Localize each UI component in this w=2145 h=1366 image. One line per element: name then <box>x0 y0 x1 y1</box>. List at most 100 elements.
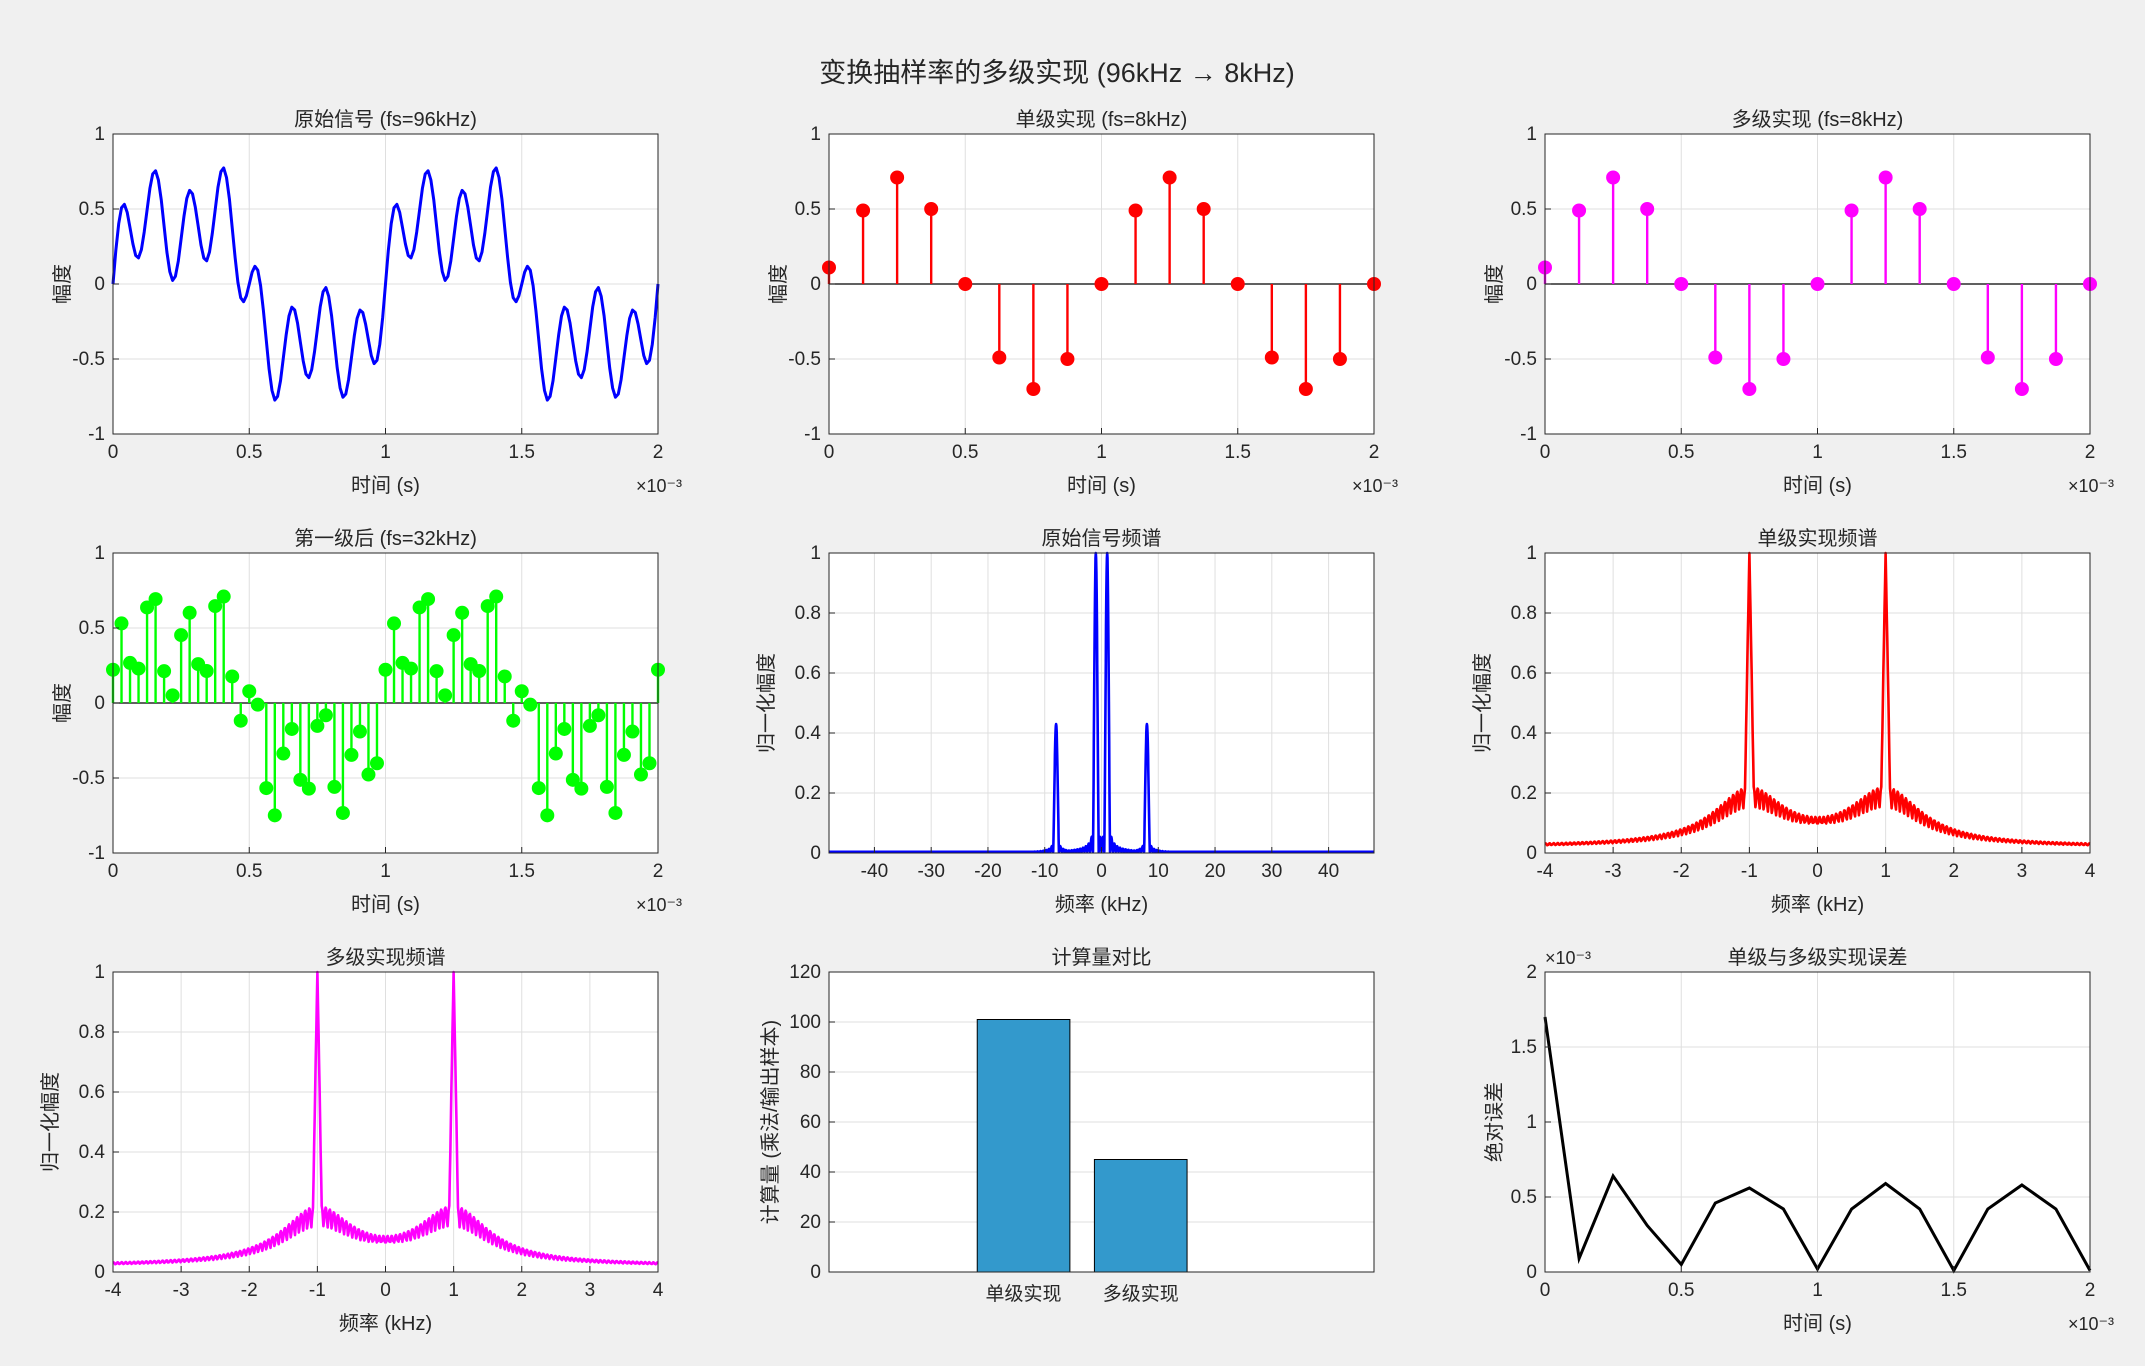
y-tick-label: 1 <box>94 124 105 145</box>
stem-marker <box>1674 277 1689 291</box>
x-tick-label: 1 <box>1812 1280 1823 1301</box>
y-tick-label: 1 <box>94 543 105 564</box>
stem-marker <box>514 684 529 699</box>
stem-marker <box>1298 382 1313 396</box>
x-tick-label: 2 <box>1948 861 1959 882</box>
stem-marker <box>352 724 367 739</box>
x-tick-label: 1.5 <box>1941 1280 1967 1301</box>
x-tick-label: 0 <box>108 442 119 463</box>
y-tick-label: -1 <box>88 843 105 864</box>
x-tick-label: 10 <box>1148 861 1169 882</box>
stem-marker <box>310 718 325 733</box>
stem-marker <box>1606 170 1621 185</box>
stem-marker <box>250 697 265 712</box>
y-tick-label: 0 <box>1526 274 1537 295</box>
y-tick-label: 1 <box>1526 1112 1537 1133</box>
x-tick-label: 0 <box>824 442 835 463</box>
chart-title: 第一级后 (fs=32kHz) <box>294 527 477 550</box>
stem-marker <box>225 669 240 684</box>
stem-marker <box>1742 382 1757 396</box>
x-tick-label: 1.5 <box>509 861 535 882</box>
x-tick-label: 2 <box>2085 442 2096 463</box>
stem-marker <box>497 669 512 684</box>
stem-marker <box>438 688 453 703</box>
x-tick-label: -3 <box>173 1280 190 1301</box>
y-exponent-label: ×10⁻³ <box>1545 948 1591 968</box>
stem-marker <box>335 805 350 820</box>
stem-marker <box>421 592 436 607</box>
stem-marker <box>625 724 640 739</box>
x-tick-label: 1 <box>448 1280 459 1301</box>
stem-marker <box>378 662 393 677</box>
stem-marker <box>608 805 623 820</box>
stem-marker <box>318 708 333 723</box>
stem-marker <box>327 779 342 794</box>
chart-2: 0 0.5 1 1.5 2 -1 -0.5 0 0.5 1 ×10⁻³ 单级实现 (fs=8kHz) 时… <box>767 108 1398 497</box>
x-exponent-label: ×10⁻³ <box>636 895 682 915</box>
y-tick-label: 0.4 <box>795 723 822 744</box>
x-tick-label: 0 <box>1540 442 1551 463</box>
stem-marker <box>1810 277 1825 291</box>
chart-1: 0 0.5 1 1.5 2 -1 -0.5 0 0.5 1 ×10⁻³ 原始信号 (fs=96kHz)… <box>51 108 682 497</box>
y-tick-label: -1 <box>88 424 105 445</box>
spectrum-line <box>112 970 659 1266</box>
stem-marker <box>369 756 384 771</box>
stem-marker <box>924 202 939 216</box>
y-axis-label: 归一化幅度 <box>39 1072 62 1172</box>
stem-marker <box>233 713 248 728</box>
stem-marker <box>540 808 555 823</box>
y-axis-label: 绝对误差 <box>1483 1082 1506 1162</box>
x-tick-label: -2 <box>241 1280 258 1301</box>
stem-marker <box>267 808 282 823</box>
bar <box>1093 1159 1188 1273</box>
chart-3: 0 0.5 1 1.5 2 -1 -0.5 0 0.5 1 ×10⁻³ 多级实现 (fs=8kHz) 时… <box>1483 108 2114 497</box>
y-tick-label: -1 <box>804 424 821 445</box>
chart-title: 单级与多级实现误差 <box>1728 946 1908 969</box>
stem-marker <box>259 781 274 796</box>
figure-title: 变换抽样率的多级实现 (96kHz → 8kHz) <box>819 58 1295 88</box>
x-axis-label: 时间 (s) <box>1783 474 1852 497</box>
x-tick-label: 0 <box>108 861 119 882</box>
stem-marker <box>480 599 495 614</box>
x-tick-label: -30 <box>917 861 944 882</box>
y-tick-label: -0.5 <box>788 349 821 370</box>
stem-marker <box>489 589 504 604</box>
y-tick-label: 0.6 <box>79 1082 105 1103</box>
stem-marker <box>1060 352 1075 366</box>
y-tick-label: 0 <box>810 1262 821 1283</box>
stem-marker <box>387 616 402 631</box>
stem-marker <box>1196 202 1211 216</box>
x-tick-label: 4 <box>653 1280 664 1301</box>
spectrum-line <box>1544 551 2091 847</box>
x-tick-label: 0.5 <box>236 861 262 882</box>
stem-marker <box>1878 170 1893 185</box>
chart-title: 多级实现 (fs=8kHz) <box>1732 108 1904 131</box>
y-tick-label: 0 <box>1526 843 1537 864</box>
stem-marker <box>199 663 214 678</box>
y-axis-label: 归一化幅度 <box>1471 653 1494 753</box>
x-tick-label: 3 <box>585 1280 596 1301</box>
x-tick-label: 2 <box>516 1280 527 1301</box>
x-tick-label: -10 <box>1031 861 1058 882</box>
y-tick-label: 1.5 <box>1511 1037 1537 1058</box>
stem-marker <box>565 772 580 787</box>
x-tick-label: -20 <box>974 861 1001 882</box>
stem-marker <box>293 772 308 787</box>
y-tick-label: 0.4 <box>79 1142 106 1163</box>
stem-marker <box>1912 202 1927 216</box>
x-tick-label: 1 <box>1096 442 1107 463</box>
y-tick-label: 120 <box>789 962 821 983</box>
y-tick-label: -0.5 <box>72 349 105 370</box>
y-tick-label: 0.5 <box>1511 199 1537 220</box>
x-tick-label: 3 <box>2017 861 2028 882</box>
stem-marker <box>958 277 973 291</box>
x-tick-label: -1 <box>1741 861 1758 882</box>
x-exponent-label: ×10⁻³ <box>2068 1314 2114 1334</box>
x-tick-label: 0.5 <box>1668 442 1694 463</box>
y-axis-label: 幅度 <box>51 683 74 723</box>
chart-title: 原始信号频谱 <box>1042 527 1162 550</box>
x-tick-label: 1 <box>1812 442 1823 463</box>
x-tick-label: -4 <box>1537 861 1554 882</box>
